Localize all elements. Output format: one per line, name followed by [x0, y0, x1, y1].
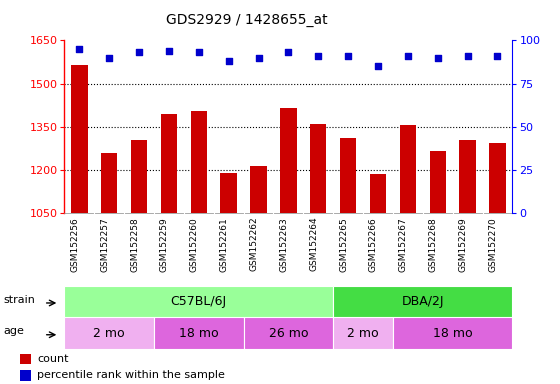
Bar: [244, 317, 333, 349]
Point: [463, 53, 472, 59]
Text: GSM152259: GSM152259: [160, 217, 169, 271]
Bar: [64, 286, 333, 317]
Bar: [489, 142, 506, 213]
Text: 26 mo: 26 mo: [269, 327, 308, 339]
Bar: [161, 114, 177, 213]
Bar: [333, 286, 512, 317]
Point: [284, 50, 293, 56]
Point: [134, 50, 143, 56]
Bar: [430, 151, 446, 213]
Bar: [101, 152, 118, 213]
Text: GSM152266: GSM152266: [369, 217, 378, 271]
Bar: [333, 317, 393, 349]
Text: GSM152267: GSM152267: [399, 217, 408, 271]
Text: strain: strain: [3, 295, 35, 305]
Text: GSM152261: GSM152261: [220, 217, 228, 271]
Bar: [20, 354, 31, 364]
Bar: [71, 65, 87, 213]
Bar: [400, 125, 416, 213]
Text: count: count: [38, 354, 69, 364]
Bar: [131, 140, 147, 213]
Text: 2 mo: 2 mo: [94, 327, 125, 339]
Text: GSM152258: GSM152258: [130, 217, 139, 271]
Text: GSM152270: GSM152270: [488, 217, 497, 271]
Point: [374, 63, 382, 70]
Point: [433, 55, 442, 61]
Text: GSM152263: GSM152263: [279, 217, 288, 271]
Text: DBA/2J: DBA/2J: [402, 295, 444, 308]
Bar: [370, 174, 386, 213]
Point: [254, 55, 263, 61]
Point: [493, 53, 502, 59]
Text: GSM152268: GSM152268: [429, 217, 438, 271]
Point: [165, 48, 174, 54]
Text: GSM152269: GSM152269: [459, 217, 468, 271]
Bar: [221, 173, 237, 213]
Bar: [64, 317, 154, 349]
Text: GSM152264: GSM152264: [309, 217, 318, 271]
Text: GSM152262: GSM152262: [250, 217, 259, 271]
Text: percentile rank within the sample: percentile rank within the sample: [38, 370, 225, 381]
Bar: [280, 108, 297, 213]
Text: GDS2929 / 1428655_at: GDS2929 / 1428655_at: [166, 13, 327, 27]
Bar: [154, 317, 244, 349]
Bar: [310, 124, 326, 213]
Bar: [20, 370, 31, 381]
Point: [194, 50, 203, 56]
Point: [314, 53, 323, 59]
Bar: [190, 111, 207, 213]
Point: [403, 53, 412, 59]
Text: GSM152260: GSM152260: [190, 217, 199, 271]
Bar: [250, 166, 267, 213]
Bar: [340, 138, 356, 213]
Point: [224, 58, 233, 64]
Text: 2 mo: 2 mo: [347, 327, 379, 339]
Point: [105, 55, 114, 61]
Bar: [459, 140, 476, 213]
Text: age: age: [3, 326, 24, 336]
Point: [75, 46, 84, 52]
Text: C57BL/6J: C57BL/6J: [171, 295, 227, 308]
Point: [344, 53, 353, 59]
Text: 18 mo: 18 mo: [179, 327, 218, 339]
Text: 18 mo: 18 mo: [433, 327, 473, 339]
Bar: [393, 317, 512, 349]
Text: GSM152257: GSM152257: [100, 217, 109, 271]
Text: GSM152265: GSM152265: [339, 217, 348, 271]
Text: GSM152256: GSM152256: [71, 217, 80, 271]
